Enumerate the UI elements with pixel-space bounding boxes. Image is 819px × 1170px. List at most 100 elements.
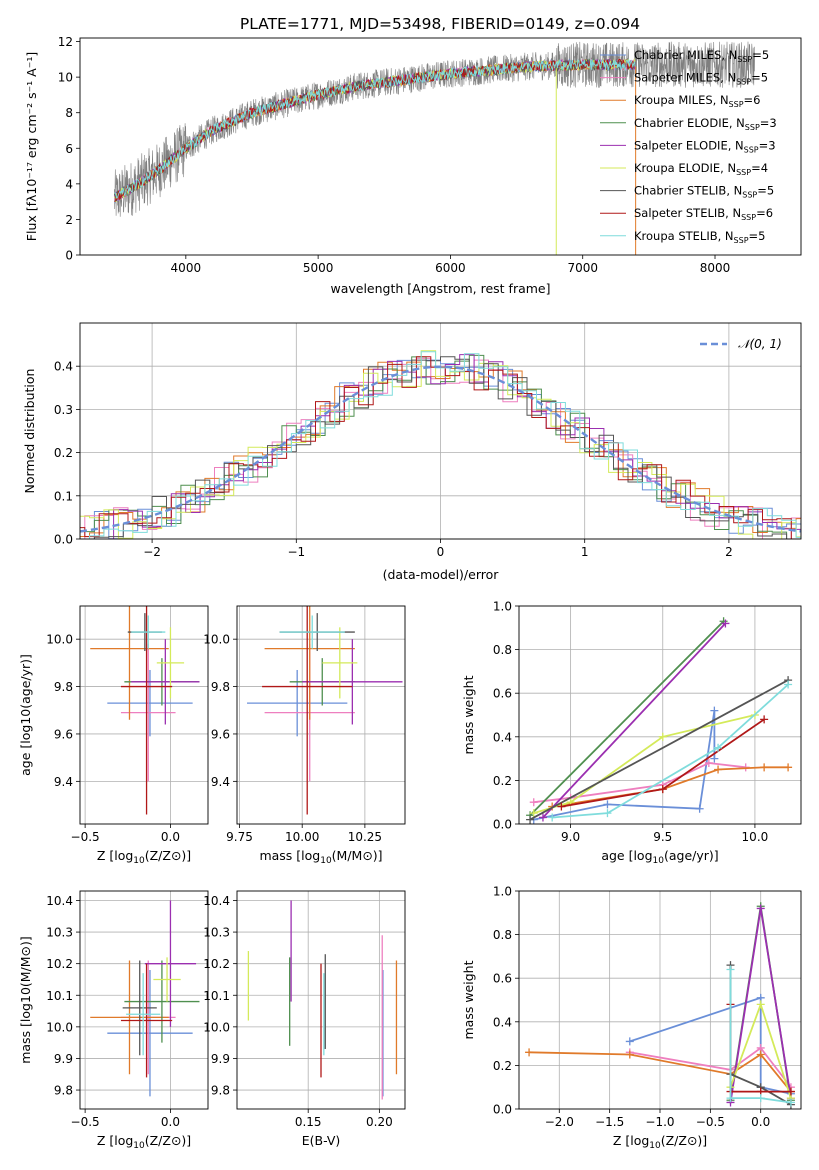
y-axis-label: mass [log10(M/M⊙)] — [18, 936, 33, 1064]
histogram-steps — [80, 356, 801, 539]
weight-marker — [557, 802, 566, 811]
x-axis-label: E(B-V) — [302, 1133, 341, 1148]
y-tick-label: 9.8 — [211, 680, 230, 694]
spectrum-panel: 4000 5000 6000 7000 8000 0 2 4 6 8 10 12 wavelength … — [24, 35, 802, 296]
axes-frame — [236, 890, 406, 1110]
x-axis-label: wavelength [Angstrom, rest frame] — [330, 281, 550, 296]
x-tick-label: 0.20 — [366, 1115, 393, 1129]
weight-marker — [760, 715, 769, 724]
weight-marker — [548, 813, 557, 822]
mass-vs-Z-panel: −0.5 0.0 9.8 9.9 10.0 10.1 10.2 10.3 10.4 Z [log1… — [18, 890, 209, 1151]
x-tick-label: −1.0 — [645, 1115, 674, 1129]
histogram-steps — [80, 354, 801, 539]
weight-series-line — [529, 679, 789, 821]
y-axis-label: mass weight — [461, 960, 476, 1039]
weight-marker — [714, 765, 723, 774]
x-tick-label: 9.0 — [561, 830, 580, 844]
weight-marker — [625, 1050, 634, 1059]
weight-marker — [714, 743, 723, 752]
y-tick-label: 0.2 — [493, 1059, 512, 1073]
weight-marker — [786, 1087, 795, 1096]
weight-marker — [760, 763, 769, 772]
y-tick-label: 6 — [65, 142, 73, 156]
x-tick-label: 9.75 — [226, 830, 253, 844]
y-tick-label: 9.4 — [54, 775, 73, 789]
legend-label: Chabrier STELIB, NSSP=5 — [634, 184, 774, 200]
y-tick-label: 10.1 — [203, 989, 230, 1003]
axes-frame — [79, 605, 209, 825]
y-tick-label: 9.6 — [211, 727, 230, 741]
y-tick-label: 4 — [65, 177, 73, 191]
weight-marker — [538, 813, 547, 822]
y-tick-label: 9.8 — [54, 1084, 73, 1098]
y-tick-label: 0.0 — [493, 818, 512, 832]
weight-series-line — [529, 620, 725, 816]
y-tick-label: 1.0 — [493, 600, 512, 614]
x-axis-label: Z [log10(Z/Z⊙)] — [613, 1133, 707, 1151]
x-tick-label: 1 — [581, 545, 589, 559]
weight-marker — [603, 800, 612, 809]
y-tick-label: 10.0 — [203, 1020, 230, 1034]
weight-marker — [786, 1098, 795, 1107]
y-tick-label: 9.4 — [211, 775, 230, 789]
y-tick-label: 0.6 — [493, 972, 512, 986]
y-tick-label: 0.4 — [54, 360, 73, 374]
legend-label: Salpeter STELIB, NSSP=6 — [634, 206, 773, 222]
legend-label: Salpeter ELODIE, NSSP=3 — [634, 138, 776, 154]
x-axis-label: mass [log10(M/M⊙)] — [259, 848, 382, 866]
x-tick-label: −1 — [287, 545, 305, 559]
weight-marker — [529, 809, 538, 818]
x-axis-label: Z [log10(Z/Z⊙)] — [97, 848, 191, 866]
y-tick-label: 9.8 — [211, 1084, 230, 1098]
y-tick-label: 0.6 — [493, 687, 512, 701]
weight-marker — [784, 680, 793, 689]
weight-marker — [756, 1000, 765, 1009]
legend-label: Salpeter MILES, NSSP=5 — [634, 71, 768, 87]
weight-series-line — [629, 1046, 792, 1088]
x-tick-label: −0.5 — [696, 1115, 725, 1129]
x-tick-label: −2 — [143, 545, 161, 559]
y-tick-label: 10 — [58, 71, 73, 85]
axes-frame — [79, 322, 802, 540]
weight-marker — [525, 1048, 534, 1057]
y-axis-label: Flux [fλ10⁻¹⁷ erg cm⁻² s⁻¹ A⁻¹] — [24, 52, 39, 241]
y-tick-label: 9.9 — [54, 1052, 73, 1066]
x-tick-label: −2.0 — [545, 1115, 574, 1129]
y-tick-label: 0.4 — [493, 730, 512, 744]
weight-series-line — [542, 622, 727, 819]
weight-series-line — [552, 683, 789, 819]
x-tick-label: 0.0 — [751, 1115, 770, 1129]
x-tick-label: −0.5 — [71, 830, 100, 844]
legend-label: Chabrier MILES, NSSP=5 — [634, 48, 769, 64]
x-tick-label: 5000 — [303, 261, 334, 275]
x-tick-label: 10.00 — [285, 830, 319, 844]
y-tick-label: 0.2 — [493, 774, 512, 788]
x-tick-label: −1.5 — [595, 1115, 624, 1129]
y-tick-label: 8 — [65, 106, 73, 120]
y-tick-label: 9.6 — [54, 727, 73, 741]
legend-label: Kroupa STELIB, NSSP=5 — [634, 229, 765, 245]
x-tick-label: 6000 — [435, 261, 466, 275]
y-tick-label: 0.0 — [54, 533, 73, 547]
y-tick-label: 10.0 — [46, 1020, 73, 1034]
y-tick-label: 0 — [65, 249, 73, 263]
y-tick-label: 10.4 — [46, 894, 73, 908]
x-tick-label: 8000 — [700, 261, 731, 275]
gaussian-curve — [80, 365, 801, 533]
y-axis-label: age [log10(age/yr)] — [18, 654, 33, 776]
spectrum-legend: Chabrier MILES, NSSP=5 Salpeter MILES, NS… — [600, 48, 777, 245]
axes-frame — [518, 890, 802, 1110]
weight-marker — [710, 754, 719, 763]
x-tick-label: 9.5 — [653, 830, 672, 844]
weight-marker — [695, 804, 704, 813]
x-tick-label: 0.0 — [161, 1115, 180, 1129]
x-axis-label: (data-model)/error — [383, 567, 500, 582]
x-tick-label: 10.0 — [742, 830, 769, 844]
y-tick-label: 0.0 — [493, 1103, 512, 1117]
age-vs-mass-panel: 9.75 10.00 10.25 9.4 9.6 9.8 10.0 mass [log10(M… — [203, 605, 406, 866]
weight-marker — [756, 1094, 765, 1103]
weight-marker — [658, 732, 667, 741]
y-tick-label: 1.0 — [493, 885, 512, 899]
y-tick-label: 10.0 — [203, 633, 230, 647]
legend-label: Kroupa MILES, NSSP=6 — [634, 93, 760, 109]
